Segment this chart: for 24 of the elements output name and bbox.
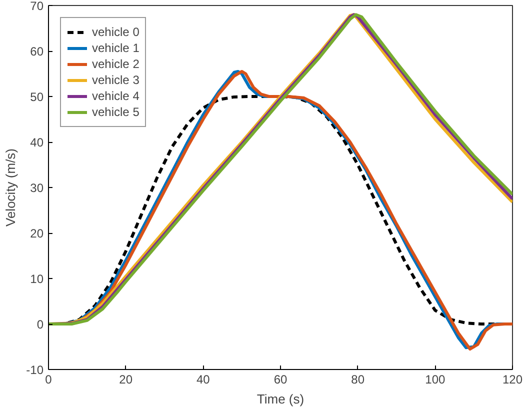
y-tick-label: -10: [26, 363, 44, 377]
x-tick-label: 100: [425, 372, 446, 386]
x-tick-label: 60: [274, 372, 288, 386]
legend-label: vehicle 0: [92, 24, 140, 40]
y-axis-title: Velocity (m/s): [3, 148, 18, 227]
legend-label: vehicle 2: [92, 56, 140, 72]
y-tick-label: 20: [30, 226, 44, 240]
x-tick-label: 40: [196, 372, 210, 386]
legend-label: vehicle 1: [92, 40, 140, 56]
x-tick-label: 120: [502, 372, 523, 386]
legend-label: vehicle 4: [92, 88, 140, 104]
y-tick-label: 70: [30, 0, 44, 13]
x-tick-label: 80: [351, 372, 365, 386]
y-tick-label: 50: [30, 90, 44, 104]
legend-label: vehicle 3: [92, 72, 140, 88]
y-tick-label: 60: [30, 44, 44, 58]
y-tick-label: 0: [36, 318, 44, 332]
y-tick-label: 30: [30, 181, 44, 195]
x-axis-title: Time (s): [256, 392, 304, 406]
x-tick-label: 0: [45, 372, 52, 386]
y-tick-label: 10: [30, 272, 44, 286]
y-tick-label: 40: [30, 136, 44, 150]
legend-label: vehicle 5: [92, 104, 140, 120]
x-tick-label: 20: [119, 372, 133, 386]
